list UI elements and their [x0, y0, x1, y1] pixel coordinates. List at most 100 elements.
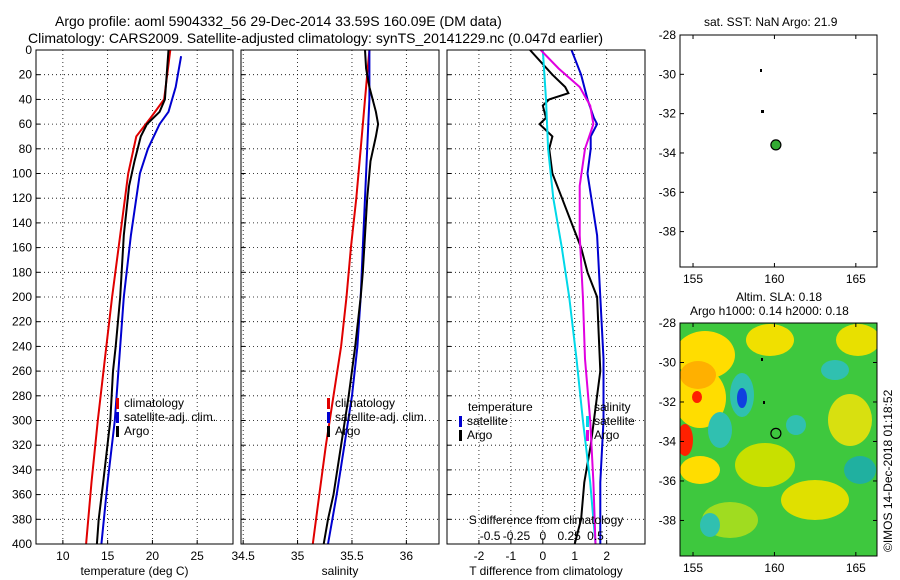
depth-tick-label: 40	[19, 92, 33, 106]
sst_map-ytick-label: -34	[659, 146, 677, 160]
diff-series-group	[529, 50, 605, 544]
sla-blob	[680, 361, 716, 389]
sst_map-argo-marker	[770, 139, 782, 151]
depth-tick-label: 400	[12, 537, 32, 551]
depth-tick-label: 100	[12, 167, 32, 181]
depth-tick-label: 220	[12, 315, 32, 329]
sal-legend-label: climatology	[335, 396, 395, 410]
depth-tick-label: 340	[12, 463, 32, 477]
title-line2: Climatology: CARS2009. Satellite-adjuste…	[28, 30, 603, 46]
temperature-frame	[35, 49, 234, 545]
salinity-xtick-label: 35	[291, 549, 305, 563]
sla-title2: Argo h1000: 0.14 h2000: 0.18	[690, 304, 849, 318]
diff-legend-left-swatch	[459, 416, 462, 427]
sla-blob	[680, 424, 693, 456]
depth-tick-label: 160	[12, 241, 32, 255]
depth-tick-label: 140	[12, 216, 32, 230]
temp-legend-swatch	[116, 412, 119, 423]
temperature-xlabel: temperature (deg C)	[80, 564, 188, 578]
sla-blob	[836, 324, 877, 356]
depth-tick-label: 260	[12, 364, 32, 378]
sla_map-ytick-label: -28	[659, 316, 677, 330]
sal-legend-swatch	[327, 426, 330, 437]
map-ticks: 155 160 165 -28 -30 -32 -34 -36 -38 155 160 165 -28 -…	[659, 28, 877, 575]
depth-tick-label: 200	[12, 290, 32, 304]
sla_map-xtick-label: 155	[683, 561, 703, 575]
sal-legend-swatch	[327, 412, 330, 423]
sla_map-xtick-label: 165	[846, 561, 866, 575]
sla_map-ytick-label: -38	[659, 513, 677, 527]
temp-legend-label: Argo	[124, 424, 150, 438]
sst-coast-mark	[761, 110, 764, 113]
sst-map-panel	[679, 34, 878, 268]
diff-frame	[446, 49, 646, 545]
diff-s-xtick-label: 0.5	[587, 529, 604, 543]
diff-xtick-label: 1	[571, 549, 578, 563]
sst_map-ytick-label: -32	[659, 107, 677, 121]
sla-blob	[828, 394, 872, 446]
sla-blob	[700, 513, 720, 537]
salinity-xtick-label: 35.5	[340, 549, 364, 563]
diff-s-xtick-label: -0.5	[480, 529, 501, 543]
sal-legend-label: satellite-adj. clim.	[335, 410, 427, 424]
sla-coast-mark	[763, 401, 765, 404]
depth-tick-label: 60	[19, 117, 33, 131]
sla_map-argo-marker	[770, 427, 782, 439]
sla_map-ytick-label: -34	[659, 434, 677, 448]
sst_map-ytick-label: -38	[659, 225, 677, 239]
sla-blob	[786, 415, 806, 435]
temperature-xtick-label: 15	[101, 549, 115, 563]
sla-blob	[680, 456, 720, 484]
diff-legend-right-label: satellite	[594, 414, 635, 428]
salinity-panel: 34.5 35 35.5 36 salinity climatologysatellite…	[231, 49, 440, 578]
salinity-frame	[240, 49, 440, 545]
depth-tick-label: 20	[19, 68, 33, 82]
temp-legend-label: satellite-adj. clim.	[124, 410, 216, 424]
sla-blob	[821, 360, 849, 380]
diff-series-s-argo	[539, 50, 597, 544]
diff-legend-left-label: satellite	[467, 414, 508, 428]
diff-series-t-argo	[529, 50, 602, 544]
sst_map-ytick-label: -30	[659, 67, 677, 81]
temperature-xtick-label: 25	[191, 549, 205, 563]
salinity-xtick-label: 36	[400, 549, 414, 563]
sst_map-xtick-label: 165	[846, 272, 866, 286]
diff-legend-left-swatch	[459, 430, 462, 441]
depth-tick-label: 320	[12, 438, 32, 452]
diff-series-s-satellite	[541, 50, 597, 544]
temperature-xtick-label: 20	[146, 549, 160, 563]
depth-tick-label: 300	[12, 414, 32, 428]
temperature-xtick-label: 10	[56, 549, 70, 563]
temperature-series-group	[85, 50, 183, 544]
diff-s-xtick-label: -0.25	[503, 529, 531, 543]
sla-map-panel	[679, 322, 878, 557]
diff-xtick-label: -2	[474, 549, 485, 563]
salinity-series-argo	[322, 50, 380, 544]
diff-xtick-label: 0	[539, 549, 546, 563]
diff-xtick-label: -1	[506, 549, 517, 563]
sla_map-ytick-label: -32	[659, 395, 677, 409]
sla-blob	[735, 443, 795, 487]
depth-tick-label: 380	[12, 512, 32, 526]
sla-title1: Altim. SLA: 0.18	[736, 290, 822, 304]
temp-legend-swatch	[116, 398, 119, 409]
sst_map-xtick-label: 155	[683, 272, 703, 286]
temp-legend-label: climatology	[124, 396, 184, 410]
temp-legend-swatch	[116, 426, 119, 437]
temperature-series-satellite-adj-clim-	[100, 56, 183, 544]
sla-map-frame	[679, 322, 878, 557]
sal-legend-swatch	[327, 398, 330, 409]
sla-blob	[692, 391, 702, 403]
salinity-series-climatology	[311, 50, 371, 544]
temperature-series-argo	[95, 50, 170, 544]
depth-tick-label: 360	[12, 488, 32, 502]
diff-legend-left-title: temperature	[468, 400, 533, 414]
sla-blob	[746, 324, 794, 356]
sla_map-ytick-label: -30	[659, 355, 677, 369]
salinity-series-group	[311, 50, 380, 544]
sla_map-xtick-label: 160	[764, 561, 784, 575]
depth-tick-label: 280	[12, 389, 32, 403]
sst_map-ytick-label: -28	[659, 28, 677, 42]
diff-legend-left-label: Argo	[467, 428, 493, 442]
